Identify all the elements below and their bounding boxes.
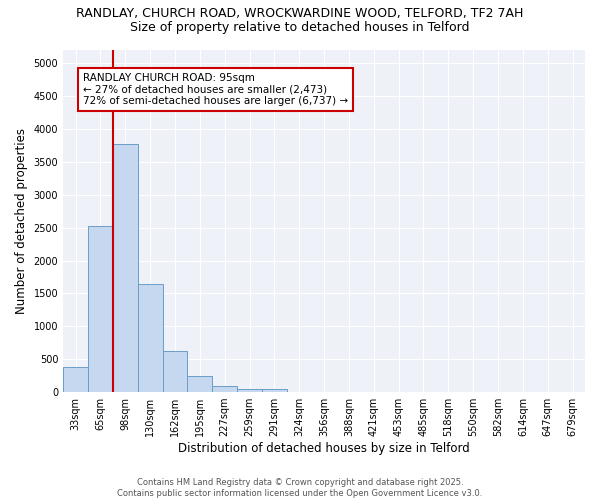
Bar: [163, 352, 187, 392]
Bar: [138, 284, 163, 392]
X-axis label: Distribution of detached houses by size in Telford: Distribution of detached houses by size …: [178, 442, 470, 455]
Bar: [262, 389, 287, 392]
Text: RANDLAY, CHURCH ROAD, WROCKWARDINE WOOD, TELFORD, TF2 7AH: RANDLAY, CHURCH ROAD, WROCKWARDINE WOOD,…: [76, 8, 524, 20]
Text: RANDLAY CHURCH ROAD: 95sqm
← 27% of detached houses are smaller (2,473)
72% of s: RANDLAY CHURCH ROAD: 95sqm ← 27% of deta…: [83, 73, 348, 106]
Bar: [212, 386, 237, 392]
Bar: [88, 226, 113, 392]
Bar: [113, 144, 138, 392]
Bar: [187, 376, 212, 392]
Text: Size of property relative to detached houses in Telford: Size of property relative to detached ho…: [130, 21, 470, 34]
Bar: [237, 389, 262, 392]
Y-axis label: Number of detached properties: Number of detached properties: [15, 128, 28, 314]
Text: Contains HM Land Registry data © Crown copyright and database right 2025.
Contai: Contains HM Land Registry data © Crown c…: [118, 478, 482, 498]
Bar: [63, 367, 88, 392]
